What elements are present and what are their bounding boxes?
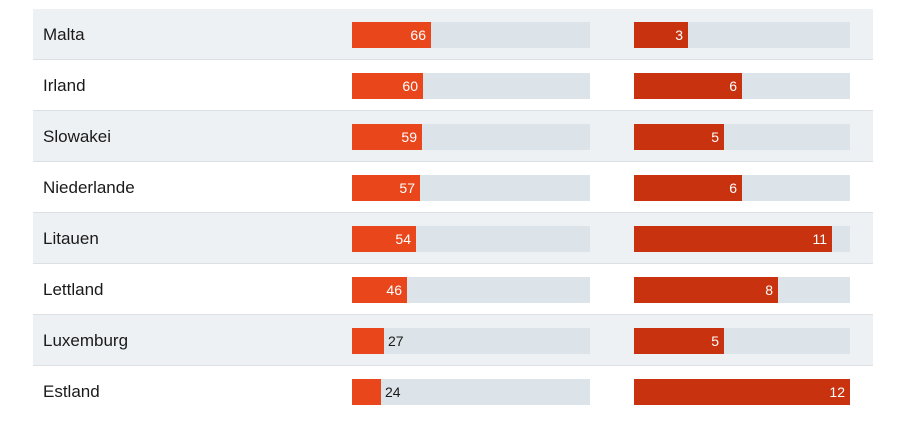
data-label: 27 (388, 333, 404, 349)
bar (352, 226, 416, 252)
data-label: 24 (385, 384, 401, 400)
bar (634, 175, 742, 201)
data-label: 5 (711, 129, 719, 145)
bar (352, 22, 431, 48)
bar-track: 24 (352, 379, 590, 405)
table-row: Niederlande 57 6 (33, 162, 873, 213)
data-label: 54 (395, 231, 411, 247)
data-label: 59 (401, 129, 417, 145)
bar (352, 73, 423, 99)
table-row: Malta 66 3 (33, 9, 873, 60)
bar-track: 46 (352, 277, 590, 303)
table-row: Irland 60 6 (33, 60, 873, 111)
bar (634, 277, 778, 303)
bar-track: 54 (352, 226, 590, 252)
table-row: Litauen 54 11 (33, 213, 873, 264)
bar-track: 8 (634, 277, 850, 303)
table-row: Lettland 46 8 (33, 264, 873, 315)
bar (352, 379, 381, 405)
bar (634, 73, 742, 99)
data-label: 6 (729, 180, 737, 196)
bar-track: 66 (352, 22, 590, 48)
data-label: 46 (386, 282, 402, 298)
data-label: 57 (399, 180, 415, 196)
bar-track: 27 (352, 328, 590, 354)
bar-track: 59 (352, 124, 590, 150)
bar-track: 12 (634, 379, 850, 405)
data-label: 12 (829, 384, 845, 400)
table-row: Luxemburg 27 5 (33, 315, 873, 366)
data-label: 5 (711, 333, 719, 349)
country-label: Niederlande (43, 178, 135, 197)
bar-track: 5 (634, 328, 850, 354)
bar (352, 277, 407, 303)
country-label: Litauen (43, 229, 99, 248)
table-row: Estland 24 12 (33, 366, 873, 417)
data-table: Malta 66 3 Irland 60 6 Slowakei 59 5 Niederlande 5… (33, 9, 873, 417)
bar (352, 328, 384, 354)
country-label: Malta (43, 25, 85, 44)
bar (634, 379, 850, 405)
data-label: 8 (765, 282, 773, 298)
country-label: Lettland (43, 280, 104, 299)
country-label: Luxemburg (43, 331, 129, 350)
data-label: 66 (410, 27, 426, 43)
country-label: Slowakei (43, 127, 112, 146)
bar-track: 3 (634, 22, 850, 48)
bar-track: 11 (634, 226, 850, 252)
data-label: 11 (812, 231, 827, 247)
data-label: 6 (729, 78, 737, 94)
bar (634, 328, 724, 354)
bar (634, 124, 724, 150)
data-label: 60 (402, 78, 418, 94)
bar (634, 226, 832, 252)
country-label: Irland (43, 76, 86, 95)
table-row: Slowakei 59 5 (33, 111, 873, 162)
bar (352, 175, 420, 201)
bar-track: 6 (634, 73, 850, 99)
bar-track: 5 (634, 124, 850, 150)
country-label: Estland (43, 382, 100, 401)
data-label: 3 (675, 27, 683, 43)
bar (352, 124, 422, 150)
bar-track: 60 (352, 73, 590, 99)
bar-track: 57 (352, 175, 590, 201)
bar-track: 6 (634, 175, 850, 201)
bar (634, 22, 688, 48)
